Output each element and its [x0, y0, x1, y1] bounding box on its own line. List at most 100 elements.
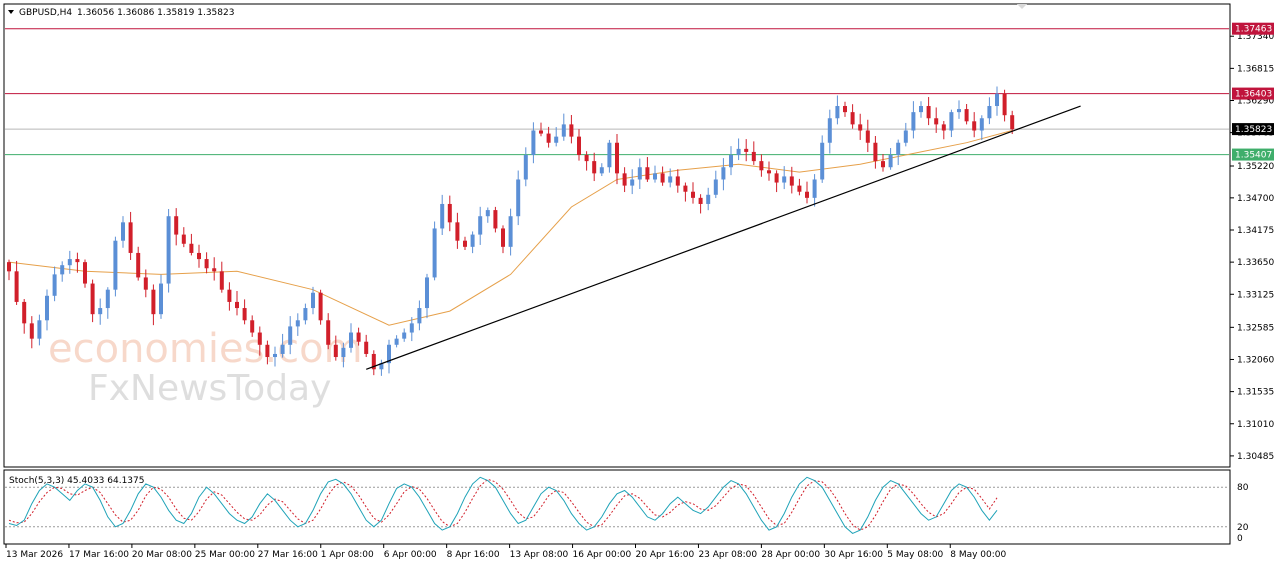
candle — [197, 244, 201, 268]
candle-body — [219, 271, 224, 290]
candle — [341, 342, 346, 368]
candle — [470, 231, 475, 254]
candle — [67, 250, 72, 274]
candle-body — [508, 216, 513, 247]
price-tick-label: 1.30485 — [1237, 452, 1274, 462]
candle-body — [797, 185, 802, 192]
candle — [349, 323, 353, 353]
candle — [379, 359, 384, 376]
candle-body — [113, 240, 118, 290]
candle — [501, 225, 505, 254]
candle — [113, 236, 118, 297]
candle — [683, 182, 688, 202]
candle-body — [311, 292, 315, 309]
candle — [121, 216, 125, 248]
candle-body — [615, 142, 619, 174]
stoch-signal-line — [8, 478, 998, 531]
price-tick-label: 1.36290 — [1237, 97, 1274, 107]
candle-body — [721, 167, 726, 180]
candle — [805, 181, 809, 204]
candle-body — [364, 341, 369, 354]
candle-body — [204, 259, 209, 269]
chart-header: GBPUSD,H4 1.36056 1.36086 1.35819 1.3582… — [8, 4, 1027, 486]
candle-body — [432, 228, 437, 278]
candle — [333, 335, 338, 361]
candle — [189, 233, 194, 256]
candle — [615, 134, 619, 185]
candle — [402, 328, 407, 342]
candle — [873, 136, 878, 169]
candle-body — [29, 323, 34, 339]
candle-body — [972, 121, 977, 131]
candle-body — [98, 308, 103, 315]
candle-body — [569, 124, 574, 137]
candle-body — [873, 142, 878, 162]
candle-body — [440, 203, 445, 229]
candle — [881, 154, 885, 172]
time-tick-label: 13 Mar 2026 — [6, 550, 63, 560]
candle — [827, 109, 832, 154]
price-tag-resistance-2 — [1232, 22, 1274, 35]
candle-body — [394, 338, 399, 345]
candle — [660, 166, 665, 186]
candle — [394, 335, 399, 348]
candle-body — [478, 216, 483, 235]
candle-body — [706, 194, 711, 204]
trendline-layer[interactable] — [365, 105, 1081, 370]
candle-body — [660, 173, 665, 183]
candle-body — [235, 301, 239, 309]
candle-body — [250, 320, 255, 333]
scroll-marker-icon[interactable] — [1017, 4, 1027, 9]
candle — [554, 127, 559, 147]
time-tick-label: 20 Apr 16:00 — [636, 550, 695, 560]
candle — [531, 122, 536, 164]
candle — [181, 227, 186, 248]
candle — [318, 289, 323, 325]
candle-body — [789, 176, 794, 186]
candle-body — [782, 176, 787, 183]
candle-body — [409, 323, 414, 333]
candle-body — [273, 353, 277, 358]
dropdown-arrow-icon[interactable] — [8, 10, 14, 14]
time-tick-label: 20 Mar 08:00 — [132, 550, 192, 560]
moving-average — [8, 130, 1013, 326]
candle — [789, 166, 794, 194]
candle-body — [911, 112, 916, 131]
candle-body — [698, 197, 703, 204]
candle — [843, 101, 847, 117]
candle — [767, 161, 771, 181]
candle — [812, 174, 817, 207]
candle — [934, 107, 939, 133]
price-tag-label-support: 1.35407 — [1235, 151, 1272, 161]
candle-body — [75, 259, 80, 263]
candle — [151, 284, 156, 326]
time-tick-label: 8 Apr 16:00 — [447, 550, 500, 560]
candle-body — [189, 243, 194, 253]
candle — [90, 279, 95, 323]
candle-body — [1010, 115, 1015, 130]
stoch-tick-label: 80 — [1237, 483, 1249, 493]
candle-body — [751, 151, 756, 162]
candle-body — [805, 191, 809, 198]
candle — [1010, 110, 1015, 135]
candle — [721, 158, 726, 191]
candle — [425, 273, 429, 319]
candle — [979, 115, 984, 141]
price-tag-label-resistance-2: 1.37463 — [1235, 25, 1272, 35]
candle — [75, 252, 80, 273]
candle-body — [197, 252, 201, 260]
candle-body — [265, 344, 270, 358]
time-axis: 13 Mar 2026 17 Mar 16:00 20 Mar 08:00 25 Ma… — [5, 544, 1007, 560]
candle-body — [417, 308, 422, 324]
candle — [166, 209, 171, 293]
candle — [212, 257, 217, 281]
candle-body — [318, 292, 323, 321]
candle-body — [280, 344, 285, 354]
candle — [577, 129, 581, 161]
price-tick-label: 1.36815 — [1237, 64, 1274, 74]
candle-body — [607, 142, 612, 168]
candle-body — [668, 176, 673, 183]
candle — [387, 339, 391, 374]
